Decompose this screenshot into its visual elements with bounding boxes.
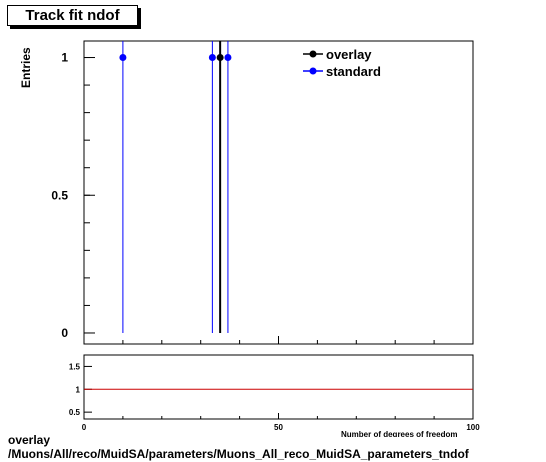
standard-legend-label: standard xyxy=(326,64,381,79)
x-axis-label: Number of degrees of freedom xyxy=(341,430,458,437)
ratio-y-tick-label: 1 xyxy=(76,385,81,394)
standard-point xyxy=(119,54,127,62)
standard-point xyxy=(224,54,232,62)
overlay-legend-label: overlay xyxy=(326,47,372,62)
ratio-x-tick-label: 0 xyxy=(82,423,87,432)
ratio-x-tick-label: 50 xyxy=(274,423,283,432)
standard-legend-marker xyxy=(309,67,317,75)
main-marks xyxy=(119,41,232,333)
chart-title: Track fit ndof xyxy=(7,5,138,26)
footer-line-2: /Muons/All/reco/MuidSA/parameters/Muons_… xyxy=(8,447,469,461)
y-tick-label: 0 xyxy=(61,326,68,340)
y-axis-label: Entries xyxy=(19,47,33,88)
main-axes: 00.51 xyxy=(51,51,474,344)
ratio-plot-frame xyxy=(83,354,474,420)
y-tick-label: 0.5 xyxy=(51,188,68,202)
standard-point xyxy=(208,54,216,62)
y-tick-label: 1 xyxy=(61,51,68,65)
footer-line-1: overlay xyxy=(8,433,51,447)
ratio-y-tick-label: 0.5 xyxy=(69,408,81,417)
ratio-x-tick-label: 100 xyxy=(466,423,480,432)
footer-path: overlay /Muons/All/reco/MuidSA/parameter… xyxy=(8,433,469,461)
ratio-axes: 0.5 1 1.5 0 50 100 xyxy=(69,362,480,432)
main-plot-frame xyxy=(83,40,474,345)
overlay-legend-marker xyxy=(309,50,317,58)
overlay-point xyxy=(216,54,224,62)
ratio-y-tick-label: 1.5 xyxy=(69,362,81,371)
legend: overlay standard xyxy=(303,47,381,79)
